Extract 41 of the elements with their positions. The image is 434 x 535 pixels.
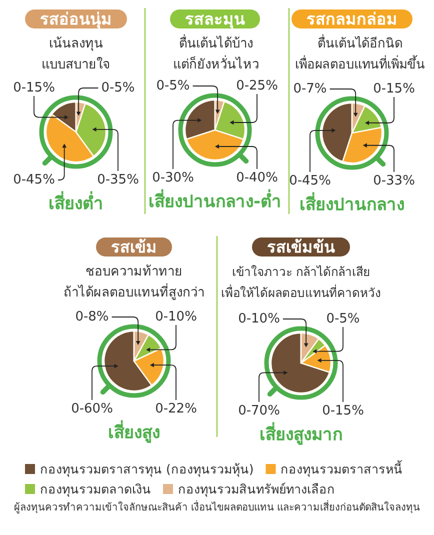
text: 0-5% — [326, 312, 360, 326]
text: 0-22% — [155, 402, 197, 416]
text: 0-60% — [71, 402, 113, 416]
text: 0-25% — [236, 78, 278, 94]
text: 0-35% — [97, 172, 139, 188]
text: เสี่ยงสูงมาก — [260, 422, 342, 446]
chart-title: รสกลมกล่อม — [306, 10, 398, 28]
text: 0-8% — [75, 310, 109, 324]
text: 0-40% — [236, 170, 278, 186]
legend-label: กองทุนรวมสินทรัพย์ทางเลือก — [178, 482, 335, 498]
text: เสี่ยงสูง — [108, 420, 160, 444]
text: เสี่ยงต่ำ — [48, 191, 104, 214]
text: 0-5% — [156, 78, 190, 94]
text: 0-45% — [289, 174, 331, 188]
text: 0-15% — [322, 404, 364, 418]
pie-slice — [270, 332, 330, 394]
text: เสี่ยงปานกลาง-ต่ำ — [148, 189, 282, 212]
legend-label: กองทุนรวมตราสารหนี้ — [280, 460, 403, 478]
chart-subtitle: เข้าใจภาวะ กล้าได้กล้าเสีย เพื่อให้ได้ผลตอบแทนที่คาดหวัง — [221, 265, 381, 300]
chart-title: รสละมุน — [185, 10, 245, 30]
legend-label: กองทุนรวมตราสารทุน (กองทุนรวมหุ้น) — [40, 462, 254, 478]
text: 0-15% — [13, 80, 55, 96]
text: ผู้ลงทุนควรทำความเข้าใจลักษณะสินค้า เงื่อนไขผลตอบแทน และความเสี่ยงก่อนตัดสินใจลงทุน — [14, 500, 420, 514]
chart-subtitle: เน้นลงทุน แบบสบายใจ — [42, 36, 110, 72]
text: 0-15% — [373, 82, 415, 96]
text: 0-33% — [373, 174, 415, 188]
chart-subtitle: ตื่นเต้นได้อีกนิด เพื่อผลตอบแทนที่เพิ่มขึ้น — [295, 34, 425, 72]
text: 0-10% — [155, 310, 197, 324]
text: 0-70% — [238, 404, 280, 418]
text: 0-5% — [101, 80, 135, 96]
chart-subtitle: ชอบความท้าทาย ถ้าได้ผลตอบแทนที่สูงกว่า — [64, 264, 204, 300]
text: 0-30% — [152, 170, 194, 186]
chart-title: รสอ่อนนุ่ม — [40, 10, 112, 30]
chart-subtitle: ตื่นเต้นได้บ้าง แต่ก็ยังหวั่นไหว — [173, 34, 259, 72]
text: 0-45% — [13, 172, 55, 188]
chart-title: รสเข้ม — [111, 238, 157, 256]
text: 0-7% — [293, 82, 327, 96]
text: เสี่ยงปานกลาง — [300, 192, 404, 215]
chart-title: รสเข้มข้น — [267, 238, 335, 256]
text: 0-10% — [238, 312, 280, 326]
legend-label: กองทุนรวมตลาดเงิน — [40, 482, 151, 498]
